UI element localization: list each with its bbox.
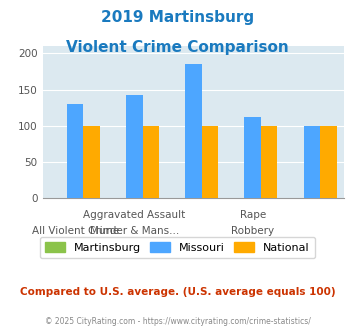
Bar	[83, 126, 100, 198]
Text: Rape: Rape	[240, 210, 266, 219]
Bar	[320, 126, 337, 198]
Bar	[143, 126, 159, 198]
Bar	[67, 104, 83, 198]
Bar	[304, 126, 320, 198]
Bar	[202, 126, 218, 198]
Text: Murder & Mans...: Murder & Mans...	[90, 226, 179, 236]
Text: © 2025 CityRating.com - https://www.cityrating.com/crime-statistics/: © 2025 CityRating.com - https://www.city…	[45, 317, 310, 326]
Bar	[185, 64, 202, 198]
Text: 2019 Martinsburg: 2019 Martinsburg	[101, 10, 254, 25]
Bar	[261, 126, 278, 198]
Text: Robbery: Robbery	[231, 226, 274, 236]
Text: Aggravated Assault: Aggravated Assault	[83, 210, 185, 219]
Text: Compared to U.S. average. (U.S. average equals 100): Compared to U.S. average. (U.S. average …	[20, 287, 335, 297]
Bar	[126, 95, 143, 198]
Text: Violent Crime Comparison: Violent Crime Comparison	[66, 40, 289, 54]
Bar	[244, 117, 261, 198]
Legend: Martinsburg, Missouri, National: Martinsburg, Missouri, National	[40, 237, 315, 258]
Text: All Violent Crime: All Violent Crime	[32, 226, 119, 236]
